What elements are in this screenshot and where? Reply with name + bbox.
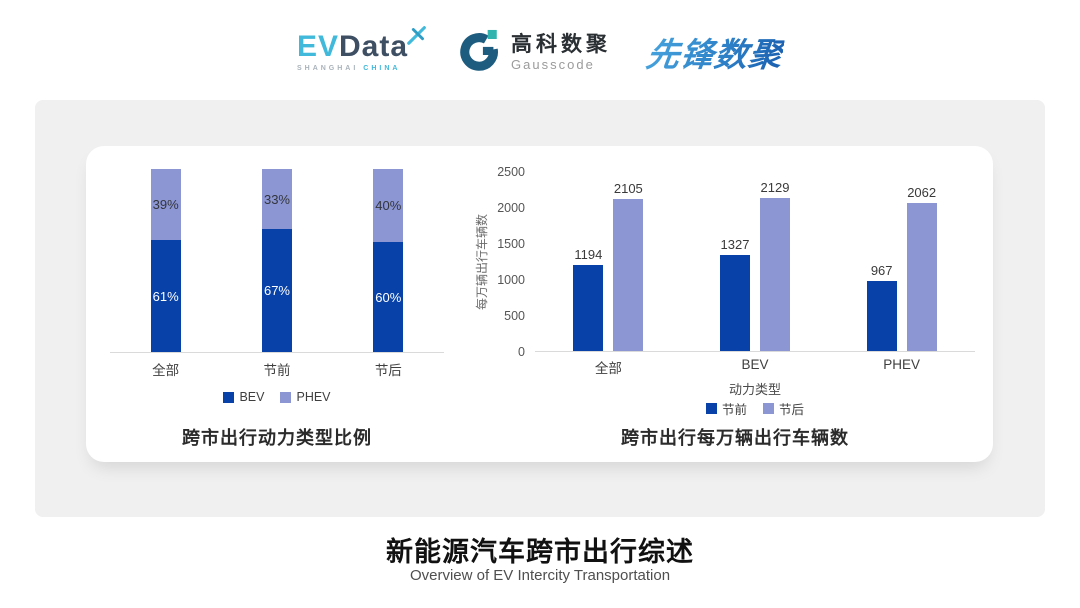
bar-group: 1327 2129 xyxy=(682,172,829,351)
evdata-data-text: Data xyxy=(339,30,409,63)
stacked-chart-title: 跨市出行动力类型比例 xyxy=(182,428,372,448)
category-label: 全部 xyxy=(152,363,180,378)
post-holiday-legend-swatch xyxy=(763,403,774,414)
category-label: 全部 xyxy=(594,361,622,376)
bev-segment: 60% xyxy=(373,242,404,352)
gausscode-en-text: Gausscode xyxy=(511,56,595,72)
bev-value-label: 67% xyxy=(263,283,290,299)
page-subtitle: Overview of EV Intercity Transportation xyxy=(409,567,671,584)
phev-value-label: 40% xyxy=(375,198,402,214)
grouped-chart-legend: 节前 节后 xyxy=(535,399,975,418)
pre-holiday-bar xyxy=(720,255,750,351)
gausscode-text: 高科数聚 Gausscode xyxy=(511,33,611,72)
grouped-bar-chart: 每万辆出行车辆数 2500 2000 1500 1000 500 0 1194 xyxy=(466,146,976,462)
evdata-ev-text: EV xyxy=(296,30,339,63)
gausscode-cn-text: 高科数聚 xyxy=(511,32,612,56)
x-axis-line xyxy=(110,352,444,353)
stacked-bar: 40% 60% xyxy=(373,169,404,352)
stacked-plot-area: 39% 61% 33% 67% 40% 60% xyxy=(110,169,444,352)
stacked-chart-legend: BEV PHEV xyxy=(110,390,444,404)
phev-value-label: 33% xyxy=(263,191,290,207)
legend-item-post-holiday: 节后 xyxy=(763,399,804,418)
stacked-bar-column: 39% 61% xyxy=(110,169,221,352)
legend-item-bev: BEV xyxy=(223,390,264,404)
bar-value-label: 1194 xyxy=(574,247,603,262)
bar-with-label: 2105 xyxy=(613,181,644,351)
legend-label: 节前 xyxy=(721,403,747,417)
y-tick: 2000 xyxy=(497,201,525,215)
stacked-bar: 33% 67% xyxy=(261,169,292,352)
legend-label: BEV xyxy=(239,390,265,404)
grouped-plot-area: 1194 2105 1327 xyxy=(535,172,975,352)
evdata-shanghai-text: SHANGHAI xyxy=(296,65,359,72)
evdata-logo: EVData SHANGHAI CHINA xyxy=(297,26,426,72)
phev-value-label: 39% xyxy=(152,197,179,213)
y-tick: 2500 xyxy=(497,165,525,179)
bar-with-label: 1194 xyxy=(573,247,604,351)
bar-value-label: 2129 xyxy=(760,180,790,195)
stacked-bar-chart: 39% 61% 33% 67% 40% 60% xyxy=(110,146,444,462)
x-axis-title: 动力类型 xyxy=(728,382,781,397)
page-title: 新能源汽车跨市出行综述 xyxy=(386,537,694,567)
phev-segment: 39% xyxy=(150,169,181,241)
category-label: BEV xyxy=(741,357,769,372)
pre-holiday-legend-swatch xyxy=(705,403,717,414)
grouped-chart-title: 跨市出行每万辆出行车辆数 xyxy=(621,428,849,448)
legend-item-pre-holiday: 节前 xyxy=(705,399,747,418)
y-tick: 1000 xyxy=(497,273,525,287)
xianfeng-logo: 先锋数聚 xyxy=(644,28,787,76)
y-tick: 0 xyxy=(518,345,525,359)
phev-segment: 33% xyxy=(261,169,292,230)
bar-value-label: 1327 xyxy=(720,237,750,252)
evdata-subtext: SHANGHAI CHINA xyxy=(297,65,408,72)
stacked-bar-column: 40% 60% xyxy=(333,169,444,352)
stacked-bar-column: 33% 67% xyxy=(221,169,332,352)
category-label: 节后 xyxy=(374,363,402,378)
x-axis-labels: 全部 BEV PHEV xyxy=(535,357,975,377)
bar-group: 1194 2105 xyxy=(535,172,682,351)
bar-value-label: 2062 xyxy=(907,185,937,200)
bev-segment: 67% xyxy=(261,229,292,352)
bar-value-label: 967 xyxy=(870,263,893,278)
evdata-china-text: CHINA xyxy=(363,65,401,72)
x-axis-labels: 全部 节前 节后 xyxy=(110,359,444,379)
logo-header: EVData SHANGHAI CHINA xyxy=(0,20,1080,84)
legend-label: 节后 xyxy=(779,403,805,417)
evdata-x-icon xyxy=(406,24,428,51)
pre-holiday-bar xyxy=(573,265,604,351)
gausscode-logo: 高科数聚 Gausscode xyxy=(460,29,611,76)
bev-value-label: 61% xyxy=(152,288,179,304)
pre-holiday-bar xyxy=(866,281,897,351)
post-holiday-bar xyxy=(906,203,937,351)
category-label: 节前 xyxy=(263,363,291,378)
bev-legend-swatch xyxy=(223,391,235,403)
phev-segment: 40% xyxy=(373,169,404,243)
charts-card: 39% 61% 33% 67% 40% 60% xyxy=(86,146,993,462)
post-holiday-bar xyxy=(613,199,644,351)
legend-item-phev: PHEV xyxy=(280,390,331,404)
stacked-bar: 39% 61% xyxy=(150,169,181,352)
bar-with-label: 967 xyxy=(866,263,897,351)
category-label: PHEV xyxy=(883,357,921,372)
y-tick: 1500 xyxy=(497,237,525,251)
bev-segment: 61% xyxy=(150,240,181,352)
bar-with-label: 2129 xyxy=(760,180,790,351)
phev-legend-swatch xyxy=(280,391,292,403)
bar-value-label: 2105 xyxy=(613,181,643,196)
y-axis-ticks: 2500 2000 1500 1000 500 0 xyxy=(476,165,525,359)
post-holiday-bar xyxy=(760,198,790,351)
bar-group: 967 2062 xyxy=(828,172,975,351)
evdata-wordmark: EVData xyxy=(297,32,408,62)
gausscode-g-icon xyxy=(460,29,502,76)
gray-panel: 39% 61% 33% 67% 40% 60% xyxy=(35,100,1045,517)
bar-with-label: 2062 xyxy=(906,185,937,351)
legend-label: PHEV xyxy=(296,390,331,404)
bev-value-label: 60% xyxy=(375,289,402,305)
bar-with-label: 1327 xyxy=(720,237,750,351)
y-tick: 500 xyxy=(504,309,525,323)
